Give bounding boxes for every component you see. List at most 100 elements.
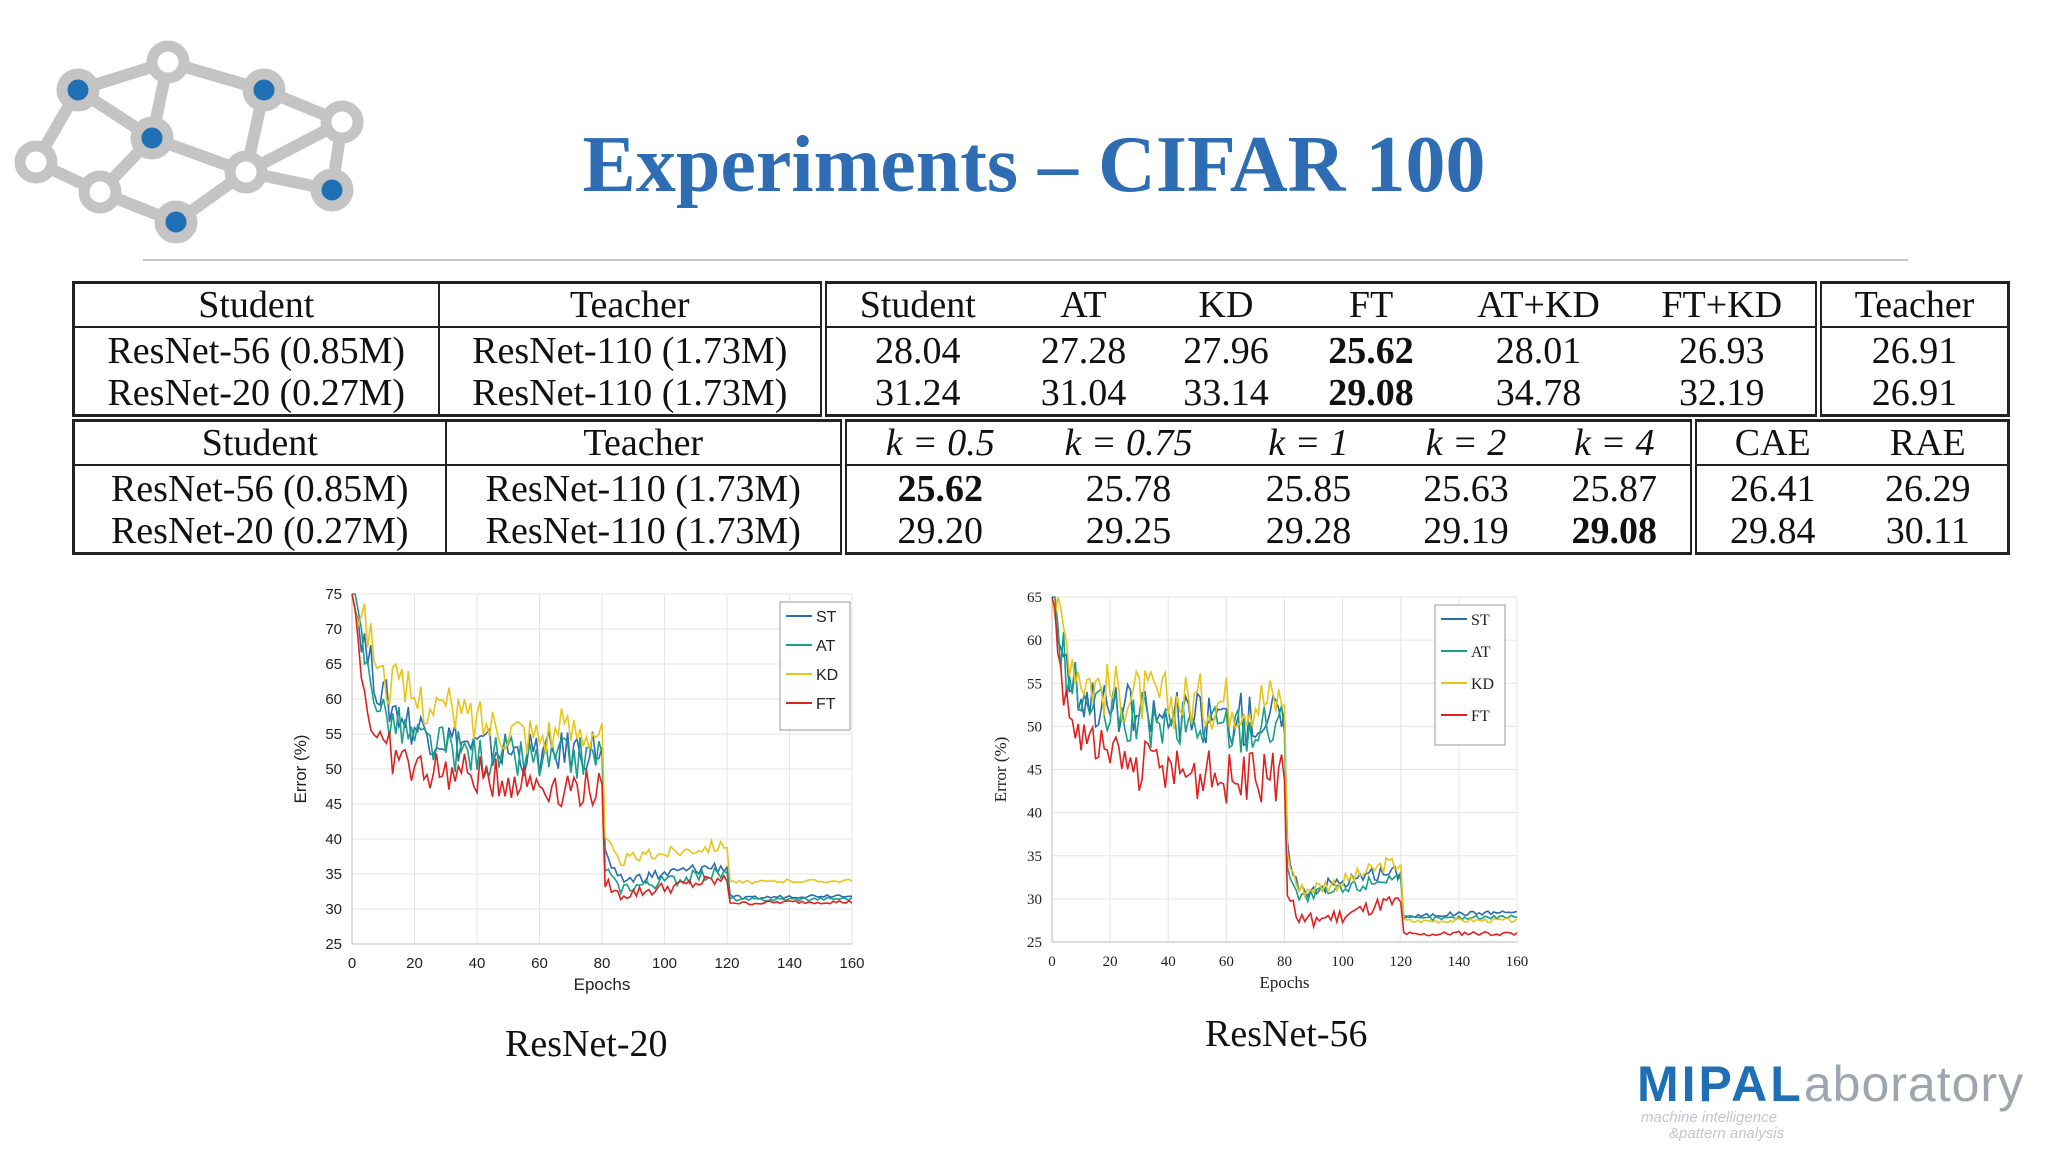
legend-label: AT bbox=[1471, 644, 1491, 661]
x-tick-label: 140 bbox=[1448, 954, 1471, 970]
y-tick-label: 25 bbox=[325, 936, 342, 953]
legend-label: ST bbox=[1471, 612, 1490, 629]
y-tick-label: 30 bbox=[325, 901, 342, 918]
table-header-cell: k = 0.5 bbox=[840, 420, 1034, 466]
series-line-kd bbox=[351, 593, 853, 885]
table-cell: ResNet-110 (1.73M) bbox=[437, 372, 824, 416]
x-tick-label: 120 bbox=[714, 955, 739, 972]
table-header-cell: k = 1 bbox=[1223, 420, 1394, 466]
y-tick-label: 55 bbox=[1027, 676, 1042, 692]
mipal-logo: MIPALaboratory machine intelligence &pat… bbox=[1637, 1058, 2024, 1142]
results-table-k-ablation: Student Teacher k = 0.5 k = 0.75 k = 1 k… bbox=[72, 419, 2010, 555]
table-cell: 29.28 bbox=[1265, 510, 1352, 552]
y-tick-label: 35 bbox=[325, 866, 342, 883]
x-tick-label: 80 bbox=[594, 955, 611, 972]
table-cell-best: 29.08 bbox=[1328, 372, 1414, 414]
table-cell: ResNet-110 (1.73M) bbox=[444, 510, 844, 554]
x-tick-label: 80 bbox=[1277, 954, 1292, 970]
table-header-cell: AT bbox=[1008, 282, 1159, 328]
y-tick-label: 25 bbox=[1027, 935, 1042, 951]
table-cell: ResNet-110 (1.73M) bbox=[444, 465, 844, 510]
mipal-logo-light: aboratory bbox=[1803, 1056, 2025, 1112]
table-cell: 26.93 bbox=[1679, 330, 1765, 372]
series-line-ft bbox=[351, 593, 853, 906]
table-row: ResNet-20 (0.27M) ResNet-110 (1.73M) 31.… bbox=[74, 372, 2009, 416]
table-cell: 25.78 bbox=[1085, 468, 1172, 510]
caption-resnet20: ResNet-20 bbox=[505, 1023, 668, 1065]
legend-box bbox=[779, 601, 851, 731]
table-header-cell: Teacher bbox=[444, 420, 844, 466]
y-tick-label: 40 bbox=[325, 831, 342, 848]
table-header-row: Student Teacher k = 0.5 k = 0.75 k = 1 k… bbox=[73, 420, 2009, 466]
table-header-cell: FT bbox=[1293, 282, 1449, 328]
table-row: ResNet-20 (0.27M) ResNet-110 (1.73M) 29.… bbox=[74, 510, 2009, 554]
table-header-cell: FT+KD bbox=[1628, 282, 1819, 328]
table-header-cell: k = 0.75 bbox=[1033, 420, 1224, 466]
title-divider bbox=[143, 259, 1908, 261]
x-axis-label: Epochs bbox=[1259, 973, 1309, 992]
table-header-row: Student Teacher Student AT KD FT AT+KD F… bbox=[73, 282, 2009, 328]
table-header-cell: k = 2 bbox=[1393, 420, 1539, 466]
table-cell: 29.19 bbox=[1423, 510, 1509, 552]
table-cell: 25.63 bbox=[1423, 468, 1509, 510]
legend-label: AT bbox=[816, 638, 835, 655]
k-label: k = 1 bbox=[1268, 422, 1349, 464]
x-tick-label: 20 bbox=[1103, 954, 1118, 970]
y-tick-label: 75 bbox=[325, 586, 342, 603]
chart-resnet20: 25 30 35 40 45 50 55 60 65 70 75 0 20 40 60 80 100 120 140… bbox=[291, 586, 865, 994]
table-header-cell: CAE bbox=[1690, 420, 1849, 466]
mipal-sub-line: &pattern analysis bbox=[1669, 1125, 1785, 1142]
table-cell-best: 29.08 bbox=[1571, 510, 1658, 552]
table-cell: 25.85 bbox=[1265, 468, 1352, 510]
table-cell: 28.01 bbox=[1495, 330, 1582, 372]
y-tick-label: 60 bbox=[325, 691, 342, 708]
y-tick-label: 65 bbox=[325, 656, 342, 673]
y-tick-label: 50 bbox=[325, 761, 342, 778]
x-axis-label: Epochs bbox=[574, 975, 631, 994]
table-cell: 26.41 bbox=[1690, 465, 1849, 510]
x-tick-label: 0 bbox=[1048, 954, 1056, 970]
network-logo-icon bbox=[14, 40, 364, 244]
table-header-cell: Student bbox=[73, 282, 439, 328]
table-cell: ResNet-20 (0.27M) bbox=[107, 372, 406, 414]
y-tick-label: 70 bbox=[325, 621, 342, 638]
table-cell: 34.78 bbox=[1495, 372, 1582, 414]
table-header-cell: Teacher bbox=[437, 282, 824, 328]
table-cell: 32.19 bbox=[1679, 372, 1765, 414]
y-tick-label: 40 bbox=[1027, 806, 1042, 822]
table-row: ResNet-56 (0.85M) ResNet-110 (1.73M) 25.… bbox=[74, 465, 2009, 510]
table-cell: ResNet-110 (1.73M) bbox=[437, 327, 824, 372]
slide-title: Experiments – CIFAR 100 bbox=[582, 121, 1486, 209]
table-header-cell: KD bbox=[1158, 282, 1294, 328]
legend-label: KD bbox=[816, 667, 838, 684]
table-cell: 26.91 bbox=[1815, 372, 2009, 416]
y-axis-label: Error (%) bbox=[991, 737, 1010, 803]
mipal-sub-line: machine intelligence bbox=[1641, 1109, 1777, 1126]
x-tick-label: 120 bbox=[1390, 954, 1413, 970]
series-line-kd bbox=[1051, 596, 1518, 924]
table-header-cell: k = 4 bbox=[1538, 420, 1694, 466]
table-header-cell: Student bbox=[820, 282, 1009, 328]
k-label: k = 4 bbox=[1573, 422, 1655, 464]
x-tick-label: 100 bbox=[652, 955, 677, 972]
y-tick-label: 45 bbox=[325, 796, 342, 813]
x-tick-label: 40 bbox=[469, 955, 486, 972]
table-cell: 26.29 bbox=[1885, 468, 1971, 510]
series-line-ft bbox=[1051, 596, 1518, 937]
table-cell-best: 25.62 bbox=[1328, 330, 1414, 372]
table-cell: 27.28 bbox=[1040, 330, 1127, 372]
table-cell: 29.25 bbox=[1085, 510, 1172, 552]
table-cell: 29.84 bbox=[1690, 510, 1849, 554]
y-tick-label: 65 bbox=[1027, 590, 1042, 606]
x-tick-label: 100 bbox=[1331, 954, 1354, 970]
mipal-logo-bold: MIPAL bbox=[1637, 1056, 1804, 1112]
k-label: k = 2 bbox=[1425, 422, 1507, 464]
table-header-cell: Student bbox=[73, 420, 446, 466]
legend-label: FT bbox=[816, 696, 836, 713]
mipal-logo-text: MIPALaboratory bbox=[1637, 1058, 2024, 1110]
legend-box bbox=[1434, 604, 1506, 746]
series-line-at bbox=[352, 593, 853, 902]
x-tick-label: 20 bbox=[406, 955, 423, 972]
results-table-methods: Student Teacher Student AT KD FT AT+KD F… bbox=[72, 281, 2010, 417]
table-cell-best: 25.62 bbox=[840, 465, 1034, 510]
